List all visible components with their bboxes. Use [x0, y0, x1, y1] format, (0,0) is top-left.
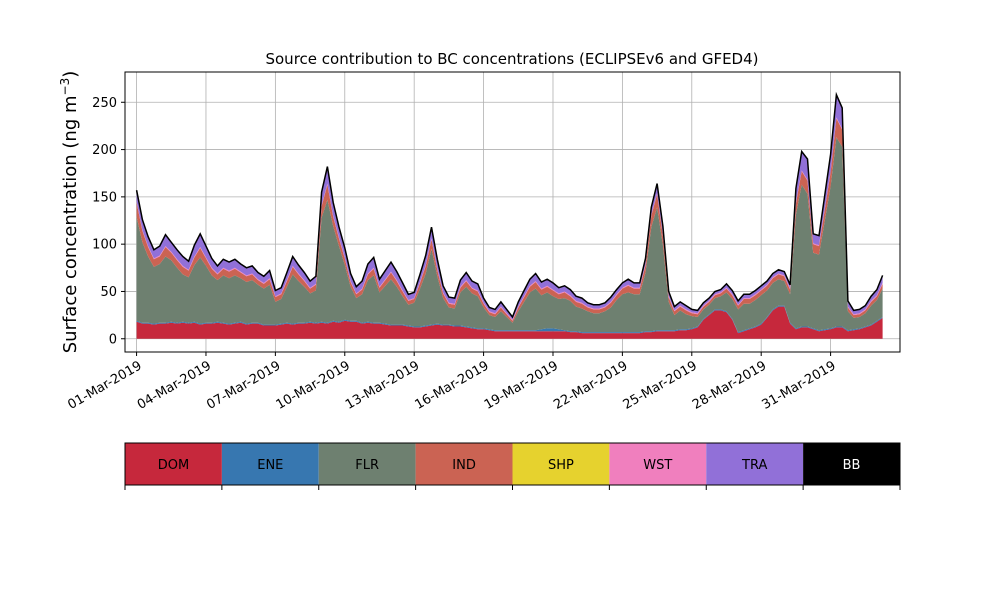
area-series: [136, 94, 883, 339]
legend-label-dom: DOM: [158, 458, 189, 473]
legend-swatch-ind: [415, 443, 513, 485]
y-axis-label: Surface concentration (ng m−3): [58, 71, 81, 354]
legend-swatch-dom: [125, 443, 222, 485]
y-tick-label: 0: [109, 332, 117, 347]
legend-label-shp: SHP: [548, 458, 574, 473]
legend-swatch-bb: [803, 443, 900, 485]
area-flr: [136, 137, 883, 333]
y-tick-label: 250: [92, 96, 117, 111]
area-dom: [136, 306, 883, 339]
y-tick-label: 50: [100, 285, 117, 300]
legend-label-wst: WST: [643, 458, 672, 473]
legend-label-bb: BB: [843, 458, 861, 473]
legend-label-ind: IND: [452, 458, 476, 473]
y-tick-label: 200: [92, 143, 117, 158]
plot-frame: [124, 71, 901, 353]
legend-label-ene: ENE: [257, 458, 283, 473]
legend-swatch-wst: [609, 443, 707, 485]
chart-title: Source contribution to BC concentrations…: [265, 50, 758, 68]
y-tick-label: 100: [92, 238, 117, 253]
y-axis-label-superscript: −3: [58, 78, 72, 96]
legend-swatch-shp: [512, 443, 610, 485]
legend-swatch-flr: [318, 443, 416, 485]
y-axis-label-main: Surface concentration (ng m: [60, 95, 81, 353]
y-axis-ticks: 0 50 100 150 200 250: [92, 96, 125, 347]
legend-colorbar: DOM ENE FLR IND SHP WST TRA BB: [124, 442, 901, 490]
total-concentration-line: [135, 91, 884, 319]
legend-label-flr: FLR: [355, 458, 379, 473]
y-tick-label: 150: [92, 190, 117, 205]
legend-swatch-tra: [706, 443, 804, 485]
y-axis-label-close: ): [60, 71, 81, 78]
legend-label-tra: TRA: [741, 458, 767, 473]
legend-swatch-ene: [221, 443, 319, 485]
